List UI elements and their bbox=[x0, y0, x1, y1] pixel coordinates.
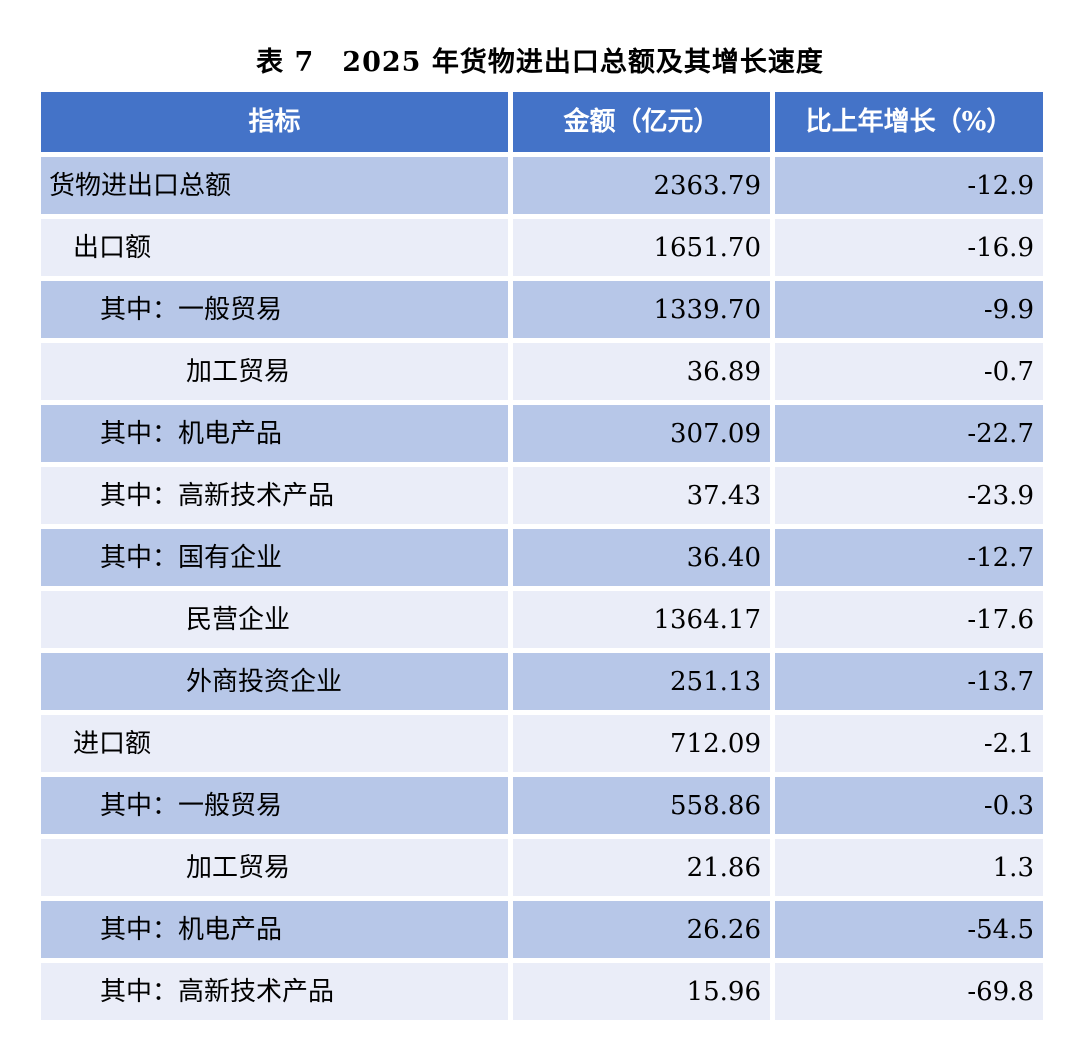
indicator-cell: 货物进出口总额 bbox=[41, 157, 508, 214]
col-header-indicator: 指标 bbox=[41, 92, 508, 152]
amount-cell: 21.86 bbox=[513, 839, 770, 896]
indicator-cell: 其中：国有企业 bbox=[41, 529, 508, 586]
table-title: 表 7 2025 年货物进出口总额及其增长速度 bbox=[256, 47, 824, 78]
amount-cell: 26.26 bbox=[513, 901, 770, 958]
growth-cell: -13.7 bbox=[775, 653, 1043, 710]
growth-cell: -16.9 bbox=[775, 219, 1043, 276]
amount-cell: 36.40 bbox=[513, 529, 770, 586]
col-header-amount: 金额（亿元） bbox=[513, 92, 770, 152]
amount-cell: 712.09 bbox=[513, 715, 770, 772]
growth-cell: -9.9 bbox=[775, 281, 1043, 338]
indicator-cell: 民营企业 bbox=[41, 591, 508, 648]
indicator-cell: 其中：一般贸易 bbox=[41, 281, 508, 338]
growth-cell: -12.9 bbox=[775, 157, 1043, 214]
indicator-cell: 其中：一般贸易 bbox=[41, 777, 508, 834]
indicator-cell: 加工贸易 bbox=[41, 343, 508, 400]
trade-table: 指标 金额（亿元） 比上年增长（%） 货物进出口总额 2363.79 -12.9 出口… bbox=[41, 92, 1043, 1020]
amount-cell: 1339.70 bbox=[513, 281, 770, 338]
growth-cell: -17.6 bbox=[775, 591, 1043, 648]
col-header-growth: 比上年增长（%） bbox=[775, 92, 1043, 152]
amount-cell: 2363.79 bbox=[513, 157, 770, 214]
indicator-cell: 加工贸易 bbox=[41, 839, 508, 896]
indicator-cell: 外商投资企业 bbox=[41, 653, 508, 710]
growth-cell: -0.7 bbox=[775, 343, 1043, 400]
amount-cell: 37.43 bbox=[513, 467, 770, 524]
indicator-cell: 其中：高新技术产品 bbox=[41, 963, 508, 1020]
growth-cell: 1.3 bbox=[775, 839, 1043, 896]
growth-cell: -0.3 bbox=[775, 777, 1043, 834]
amount-cell: 1651.70 bbox=[513, 219, 770, 276]
amount-cell: 307.09 bbox=[513, 405, 770, 462]
amount-cell: 36.89 bbox=[513, 343, 770, 400]
growth-cell: -69.8 bbox=[775, 963, 1043, 1020]
indicator-cell: 其中：高新技术产品 bbox=[41, 467, 508, 524]
indicator-cell: 其中：机电产品 bbox=[41, 901, 508, 958]
growth-cell: -54.5 bbox=[775, 901, 1043, 958]
indicator-cell: 其中：机电产品 bbox=[41, 405, 508, 462]
indicator-cell: 进口额 bbox=[41, 715, 508, 772]
growth-cell: -23.9 bbox=[775, 467, 1043, 524]
amount-cell: 15.96 bbox=[513, 963, 770, 1020]
amount-cell: 251.13 bbox=[513, 653, 770, 710]
amount-cell: 1364.17 bbox=[513, 591, 770, 648]
growth-cell: -12.7 bbox=[775, 529, 1043, 586]
growth-cell: -22.7 bbox=[775, 405, 1043, 462]
growth-cell: -2.1 bbox=[775, 715, 1043, 772]
amount-cell: 558.86 bbox=[513, 777, 770, 834]
indicator-cell: 出口额 bbox=[41, 219, 508, 276]
